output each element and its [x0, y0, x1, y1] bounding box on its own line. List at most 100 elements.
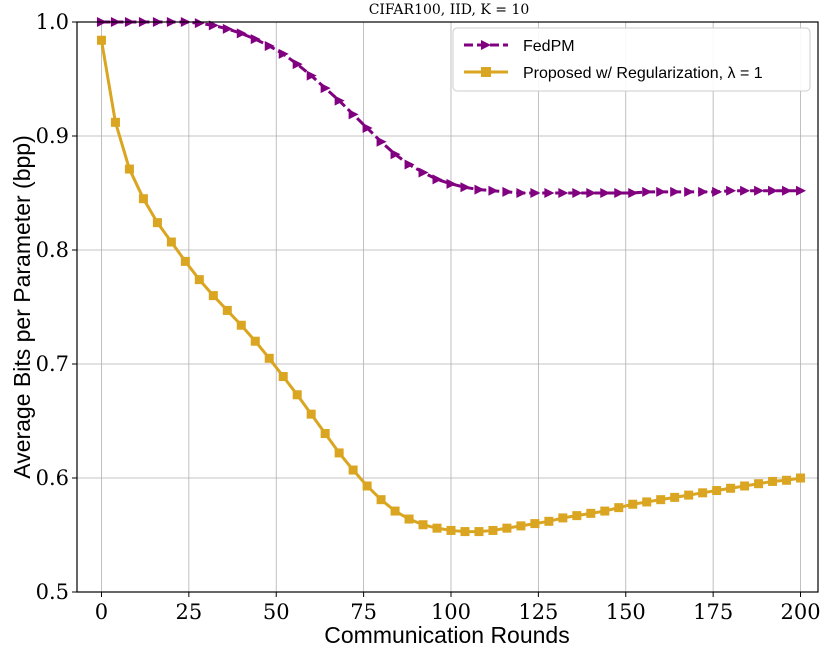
data-point	[642, 497, 652, 507]
data-point	[600, 188, 611, 198]
x-tick-label: 175	[693, 600, 733, 624]
data-point	[306, 70, 317, 81]
data-point	[516, 521, 526, 531]
data-point	[404, 514, 414, 524]
y-axis-label: Average Bits per Parameter (bpp)	[9, 135, 35, 478]
data-point	[362, 481, 372, 491]
data-point	[544, 188, 555, 198]
data-point	[586, 188, 597, 198]
data-point	[628, 188, 639, 198]
data-point	[530, 188, 541, 198]
y-tick-label: 1.0	[36, 10, 69, 34]
data-point	[264, 353, 274, 363]
data-point	[418, 520, 428, 530]
data-point	[376, 495, 386, 505]
data-point	[432, 523, 442, 533]
y-tick-label: 0.5	[36, 580, 69, 604]
legend: FedPM Proposed w/ Regularization, λ = 1	[452, 27, 811, 92]
plot-frame	[76, 21, 819, 593]
data-point	[264, 40, 275, 51]
legend-fedpm-label: FedPM	[523, 38, 575, 55]
data-point	[166, 237, 176, 247]
data-point	[418, 167, 429, 178]
data-point	[726, 483, 736, 493]
data-point	[334, 448, 344, 458]
data-point	[502, 523, 512, 533]
data-point	[250, 336, 260, 346]
series-layer	[96, 17, 807, 537]
data-point	[292, 390, 302, 400]
data-point	[222, 305, 232, 315]
legend-proposed-label: Proposed w/ Regularization, λ = 1	[523, 65, 763, 82]
y-tick-label: 0.6	[36, 466, 69, 490]
x-tick-label: 100	[431, 600, 471, 624]
y-tick-label: 0.7	[36, 352, 69, 376]
data-point	[754, 185, 765, 196]
data-point	[768, 476, 778, 486]
data-point	[782, 185, 793, 196]
data-point	[656, 186, 667, 197]
x-tick-label: 200	[780, 600, 820, 624]
data-point	[474, 527, 484, 537]
y-tick-label: 0.9	[36, 124, 69, 148]
data-point	[782, 475, 792, 485]
x-axis-label: Communication Rounds	[324, 622, 569, 648]
data-point	[712, 186, 723, 197]
data-point	[390, 149, 401, 160]
x-tick-label: 150	[606, 600, 646, 624]
data-point	[194, 275, 204, 285]
data-point	[236, 28, 247, 39]
data-point	[292, 59, 303, 70]
data-point	[502, 186, 513, 197]
data-point	[306, 409, 316, 419]
data-point	[488, 185, 499, 196]
data-point	[446, 525, 456, 535]
data-point	[278, 48, 289, 59]
data-point	[670, 186, 681, 197]
data-point	[334, 95, 345, 106]
data-point	[698, 488, 708, 498]
series-proposed	[96, 35, 806, 537]
data-point	[740, 185, 751, 196]
chart-title: CIFAR100, IID, K = 10	[369, 2, 530, 18]
legend-fedpm-marker	[481, 40, 491, 50]
data-point	[348, 109, 359, 120]
data-point	[572, 188, 583, 198]
data-point	[600, 506, 610, 516]
data-point	[390, 506, 400, 516]
y-tick-label: 0.8	[36, 238, 69, 262]
data-point	[96, 35, 106, 45]
data-point	[684, 490, 694, 500]
data-point	[208, 291, 218, 301]
data-point	[208, 20, 219, 31]
data-point	[432, 174, 443, 185]
data-point	[194, 18, 205, 29]
data-point	[236, 320, 246, 330]
grid	[77, 21, 818, 593]
data-point	[460, 182, 471, 193]
data-point	[670, 492, 680, 502]
data-point	[628, 499, 638, 509]
data-point	[712, 486, 722, 496]
data-point	[530, 519, 540, 529]
legend-box	[452, 27, 811, 92]
data-point	[740, 481, 750, 491]
x-tick-label: 0	[95, 600, 108, 624]
data-point	[278, 372, 288, 382]
x-tick-label: 75	[350, 600, 377, 624]
x-tick-label: 125	[518, 600, 558, 624]
data-point	[110, 117, 120, 127]
data-point	[362, 123, 373, 134]
data-point	[516, 188, 527, 198]
data-point	[138, 194, 148, 204]
data-point	[768, 185, 779, 196]
data-point	[446, 178, 457, 189]
data-point	[488, 525, 498, 535]
data-point	[152, 218, 162, 228]
data-point	[684, 186, 695, 197]
data-point	[614, 188, 625, 198]
data-point	[320, 83, 331, 94]
data-point	[572, 511, 582, 521]
data-point	[348, 465, 358, 475]
